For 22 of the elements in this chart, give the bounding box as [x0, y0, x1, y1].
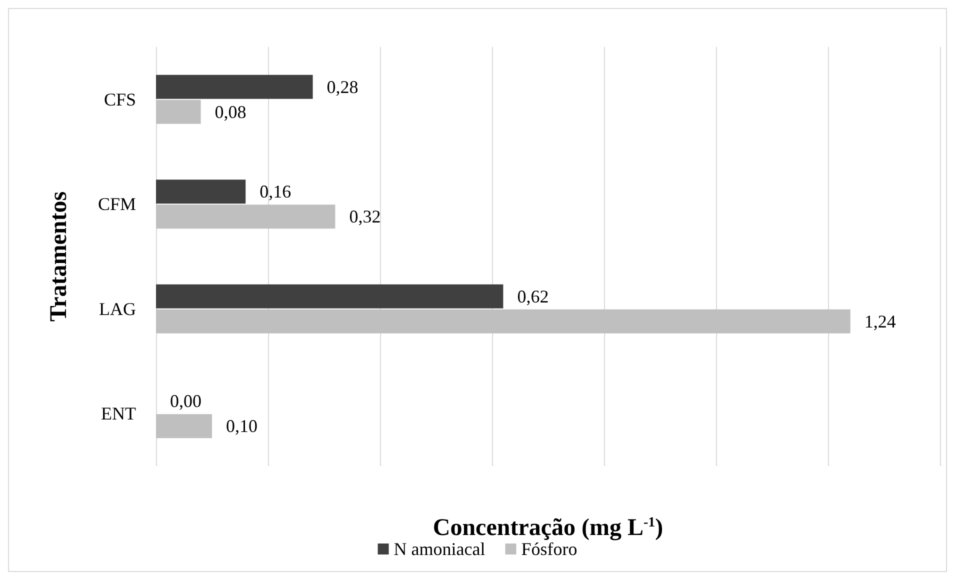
data-label: 0,62: [517, 286, 549, 306]
y-tick-label: CFM: [98, 194, 136, 214]
legend-label: N amoniacal: [394, 539, 486, 559]
legend-label: Fósforo: [521, 539, 578, 559]
data-label: 0,10: [226, 416, 258, 436]
bar: [156, 414, 212, 438]
data-label: 0,16: [260, 182, 292, 202]
bar: [156, 180, 246, 204]
bar: [156, 204, 336, 229]
y-tick-label: CFS: [104, 89, 136, 110]
bar: [156, 309, 850, 334]
data-label: 0,00: [170, 391, 202, 412]
data-label: 0,32: [349, 206, 381, 227]
data-label: 1,24: [864, 311, 896, 332]
data-label: 0,08: [214, 102, 246, 122]
bar: [156, 284, 504, 308]
bar: [156, 100, 201, 124]
y-axis-title: Tratamentos: [46, 191, 72, 322]
y-tick-label: LAG: [99, 298, 136, 319]
bar: [156, 74, 313, 99]
y-tick-label: ENT: [101, 404, 136, 424]
data-label: 0,28: [326, 76, 358, 97]
